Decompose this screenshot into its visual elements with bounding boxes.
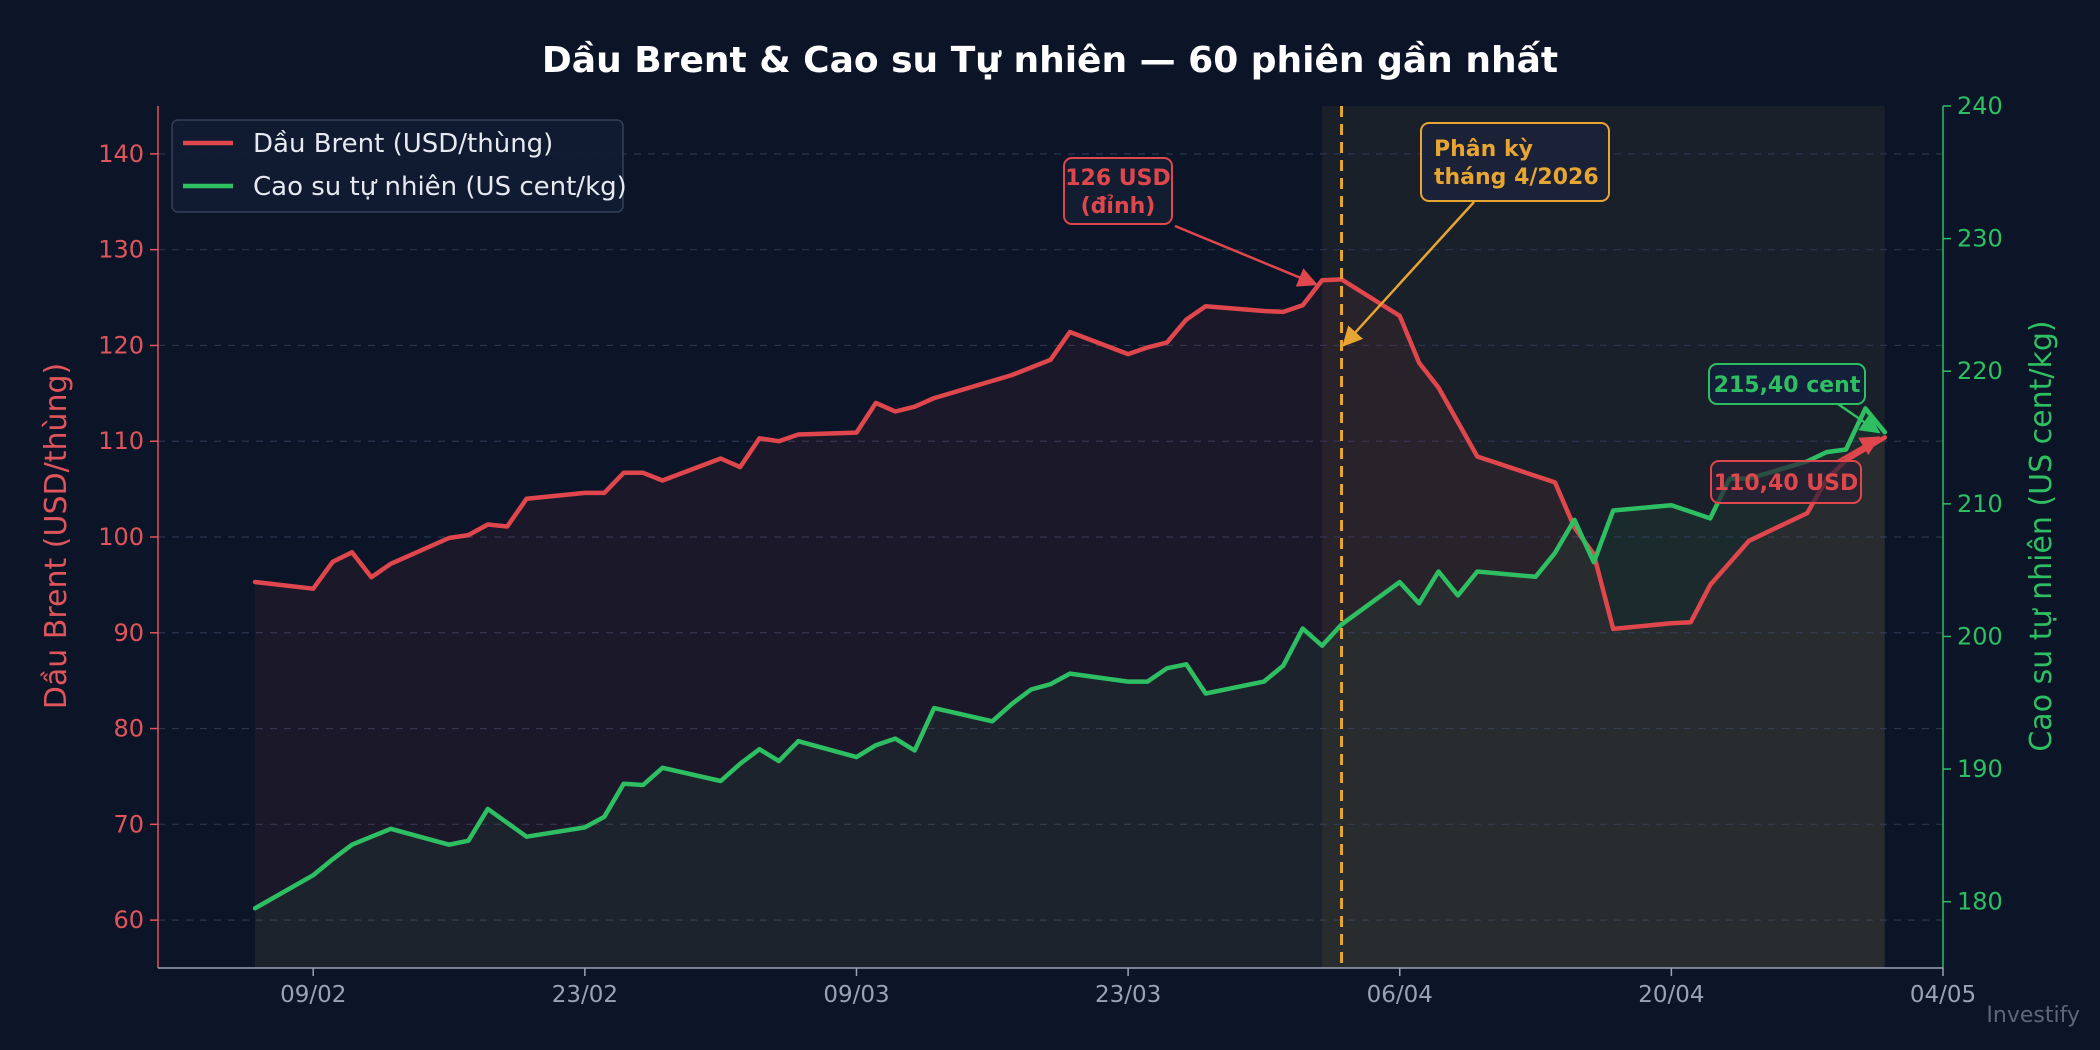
y-tick-left-label: 70 [113, 810, 144, 838]
y-tick-left-label: 90 [113, 619, 144, 647]
annotation-box [1063, 157, 1173, 225]
x-tick-label: 09/03 [823, 982, 889, 1008]
annotation-arrow [1837, 402, 1881, 434]
annotation-text: 110,40 USD [1714, 471, 1859, 496]
x-tick-label: 06/04 [1367, 982, 1433, 1008]
y-tick-left-label: 140 [98, 140, 144, 168]
y-tick-right-label: 220 [1957, 357, 2003, 385]
legend-label: Cao su tự nhiên (US cent/kg) [253, 172, 627, 202]
annotation-arrow [1342, 201, 1475, 347]
y-tick-left-label: 130 [98, 236, 144, 264]
x-tick-label: 23/02 [552, 982, 618, 1008]
y-axis-label-right: Cao su tự nhiên (US cent/kg) [2024, 320, 2059, 751]
annotation-box [1420, 122, 1610, 202]
annotation-arrow [1835, 436, 1881, 464]
annotation-text: 215,40 cent [1714, 373, 1861, 398]
series-fills [255, 279, 1885, 968]
x-tick-label: 09/02 [280, 982, 346, 1008]
annotation-text: (đỉnh) [1081, 194, 1156, 219]
annotation-text: tháng 4/2026 [1434, 165, 1599, 190]
annotation-arrow [1174, 224, 1318, 287]
x-tick-label: 20/04 [1638, 982, 1704, 1008]
tick-labels: 60 70 80 90 100 110 120 130 140 180 190 200 210 220 23… [98, 92, 2003, 1008]
y-tick-right-label: 240 [1957, 92, 2003, 120]
series-fill-2 [255, 408, 1885, 968]
watermark: Investify [1986, 1003, 2080, 1028]
series-fill-1 [255, 279, 1885, 968]
y-tick-right-label: 180 [1957, 888, 2003, 916]
annotations: 126 USD (đỉnh) Phân kỳ tháng 4/2026 215,40 c… [1063, 122, 1881, 504]
annotation-box [1710, 460, 1862, 504]
y-axis-label-left: Dầu Brent (USD/thùng) [39, 363, 74, 710]
chart-title: Dầu Brent & Cao su Tự nhiên — 60 phiên g… [542, 40, 1558, 81]
y-tick-right-label: 200 [1957, 622, 2003, 650]
y-tick-left-label: 60 [113, 906, 144, 934]
y-tick-right-label: 230 [1957, 225, 2003, 253]
legend: Dầu Brent (USD/thùng) Cao su tự nhiên (US… [171, 119, 627, 213]
series-lines [252, 277, 1888, 911]
x-tick-label: 04/05 [1910, 982, 1976, 1008]
series-line-2 [252, 406, 1888, 911]
annotation-text: Phân kỳ [1434, 137, 1533, 162]
y-tick-left-label: 110 [98, 427, 144, 455]
y-tick-left-label: 80 [113, 715, 144, 743]
y-tick-left-label: 100 [98, 523, 144, 551]
legend-label: Dầu Brent (USD/thùng) [253, 129, 553, 159]
y-tick-left-label: 120 [98, 331, 144, 359]
legend-box [171, 119, 624, 213]
x-tick-label: 23/03 [1095, 982, 1161, 1008]
y-tick-right-label: 190 [1957, 755, 2003, 783]
annotation-box [1708, 363, 1866, 405]
y-tick-right-label: 210 [1957, 490, 2003, 518]
annotation-text: 126 USD [1065, 166, 1171, 191]
